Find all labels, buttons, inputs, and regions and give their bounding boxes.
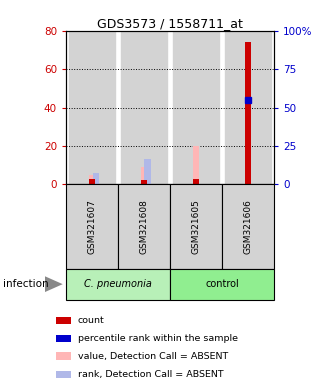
Text: count: count	[78, 316, 105, 325]
Text: value, Detection Call = ABSENT: value, Detection Call = ABSENT	[78, 352, 228, 361]
Bar	[170, 184, 222, 269]
Bar	[222, 184, 274, 269]
Bar	[170, 269, 274, 300]
Text: rank, Detection Call = ABSENT: rank, Detection Call = ABSENT	[78, 370, 223, 379]
Text: infection: infection	[3, 279, 49, 289]
Text: GSM321608: GSM321608	[140, 199, 148, 254]
Bar	[56, 317, 72, 324]
Bar	[245, 42, 251, 184]
Bar	[89, 179, 95, 184]
Bar	[173, 31, 219, 184]
Bar	[66, 269, 170, 300]
Text: control: control	[205, 279, 239, 289]
Text: GSM321607: GSM321607	[87, 199, 96, 254]
Polygon shape	[45, 276, 63, 292]
Title: GDS3573 / 1558711_at: GDS3573 / 1558711_at	[97, 17, 243, 30]
Bar	[89, 175, 95, 184]
Text: C. pneumonia: C. pneumonia	[84, 279, 152, 289]
Bar	[56, 371, 72, 378]
Text: percentile rank within the sample: percentile rank within the sample	[78, 334, 238, 343]
Bar	[92, 173, 99, 184]
Bar	[120, 31, 167, 184]
Bar	[193, 146, 199, 184]
Bar	[145, 159, 151, 184]
Bar	[224, 31, 271, 184]
Bar	[56, 353, 72, 360]
Text: GSM321605: GSM321605	[191, 199, 200, 254]
Bar	[56, 335, 72, 342]
Bar	[69, 31, 116, 184]
Bar	[66, 184, 118, 269]
Bar	[141, 167, 147, 184]
Bar	[141, 180, 147, 184]
Bar	[118, 184, 170, 269]
Bar	[193, 179, 199, 184]
Text: GSM321606: GSM321606	[244, 199, 252, 254]
